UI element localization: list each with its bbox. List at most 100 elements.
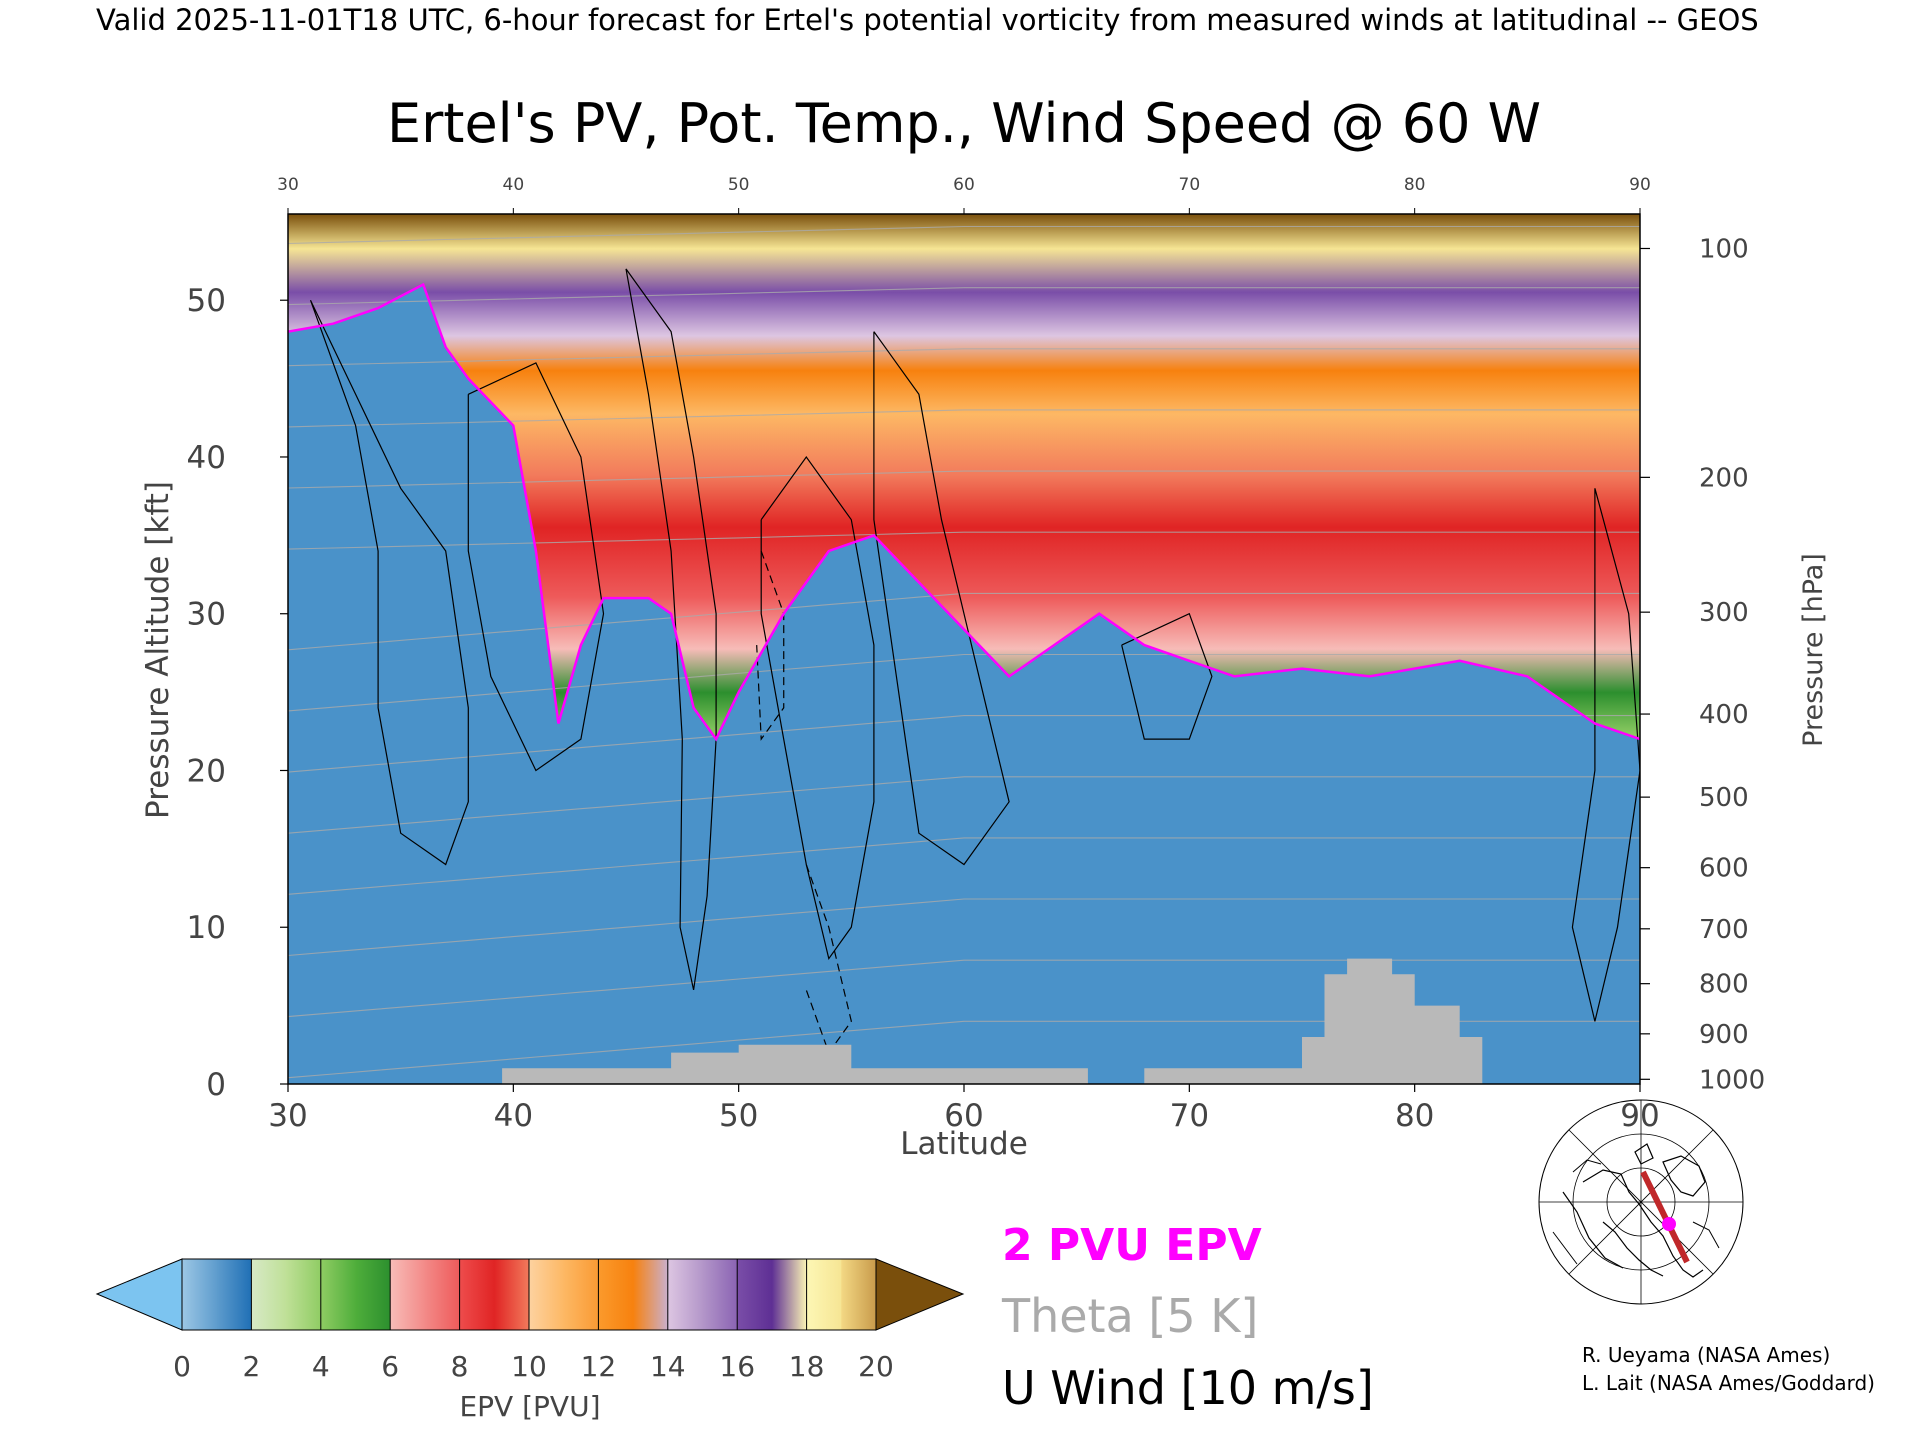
colorbar-tick-label: 4 [312, 1350, 330, 1383]
legend-epv: 2 PVU EPV [1002, 1220, 1262, 1271]
colorbar-bin [216, 1259, 252, 1330]
legend: 2 PVU EPV Theta [5 K] U Wind [10 m/s] [1001, 1220, 1374, 1415]
y-tick-label: 20 [187, 753, 226, 789]
colorbar-bin [320, 1259, 356, 1330]
pressure-tick-label: 700 [1699, 915, 1749, 945]
colorbar-bin [841, 1259, 877, 1330]
pressure-tick-label: 900 [1699, 1020, 1749, 1050]
colorbar-bin [494, 1259, 530, 1330]
colorbar-bin [598, 1259, 634, 1330]
x-axis: 30 40 50 60 70 80 90 [268, 1084, 1660, 1134]
credit-line-1: R. Ueyama (NASA Ames) [1582, 1343, 1830, 1367]
colorbar-tick-label: 6 [381, 1350, 399, 1383]
colorbar-tick-label: 14 [650, 1350, 686, 1383]
legend-theta: Theta [5 K] [1001, 1289, 1258, 1343]
x-top-tick-label: 70 [1179, 175, 1201, 195]
valid-time-header: Valid 2025-11-01T18 UTC, 6-hour forecast… [96, 3, 1759, 37]
x-top-tick-label: 90 [1629, 175, 1651, 195]
colorbar-bin [251, 1259, 287, 1330]
pressure-tick-label: 400 [1699, 700, 1749, 730]
colorbar-tick-label: 2 [242, 1350, 260, 1383]
y-tick-label: 40 [187, 440, 226, 476]
u-wind-contour [873, 331, 1010, 866]
x-top-tick-label: 80 [1404, 175, 1426, 195]
colorbar-bin [182, 1259, 218, 1330]
y-axis-label: Pressure Altitude [kft] [140, 481, 176, 819]
theta-contour [288, 225, 1640, 245]
x-tick-label: 50 [719, 1098, 758, 1134]
troposphere-field [288, 284, 1640, 1084]
u-wind-contour [309, 299, 469, 866]
colorbar-bin [806, 1259, 842, 1330]
y-tick-label: 50 [187, 283, 226, 319]
terrain-mask [502, 958, 1483, 1084]
theta-contour [288, 531, 1640, 550]
colorbar-bin [424, 1259, 461, 1330]
legend-wind: U Wind [10 m/s] [1002, 1361, 1374, 1415]
colorbar-tick-label: 12 [581, 1350, 617, 1383]
theta-contour [288, 776, 1640, 834]
pressure-tick-label: 800 [1699, 970, 1749, 1000]
y-tick-label: 10 [187, 910, 226, 946]
pressure-tick-label: 200 [1699, 463, 1749, 493]
inset-location-marker [1662, 1217, 1676, 1231]
u-wind-contours [309, 268, 1640, 1054]
theta-contour [288, 470, 1640, 489]
colorbar-frame [181, 1258, 877, 1331]
colorbar-bin [563, 1259, 599, 1330]
u-wind-contour [625, 268, 717, 991]
theta-contour [288, 959, 1640, 1018]
pressure-tick-label: 300 [1699, 598, 1749, 628]
colorbar-bin [702, 1259, 738, 1330]
pressure-tick-label: 1000 [1699, 1065, 1765, 1095]
x-top-tick-label: 40 [503, 175, 525, 195]
colorbar-bin [459, 1259, 495, 1330]
y2-axis-label: Pressure [hPa] [1798, 553, 1829, 747]
theta-contour [288, 837, 1640, 895]
pressure-tick-label: 500 [1699, 783, 1749, 813]
colorbar-bins [182, 1259, 877, 1330]
y-axis-left: 0 10 20 30 40 50 [187, 283, 288, 1103]
y-tick-label: 30 [187, 597, 226, 633]
x-tick-label: 40 [494, 1098, 533, 1134]
colorbar-tick-label: 8 [451, 1350, 469, 1383]
colorbar-bin [667, 1259, 703, 1330]
x-axis-label: Latitude [900, 1126, 1028, 1162]
x-tick-label: 30 [268, 1098, 307, 1134]
plot-area: 30 40 50 60 70 80 90 30 40 50 60 70 80 90 0 10 20 30 40 5… [187, 175, 1766, 1134]
colorbar-over-arrow [875, 1258, 965, 1331]
x-top-tick-label: 60 [953, 175, 975, 195]
colorbar-under-arrow [95, 1258, 183, 1331]
colorbar-tick-label: 0 [173, 1350, 191, 1383]
colorbar-bin [286, 1259, 322, 1330]
theta-contour [288, 348, 1640, 367]
x-tick-label: 70 [1170, 1098, 1209, 1134]
epv-2pvu-contour [288, 282, 1640, 742]
theta-contour [288, 287, 1640, 306]
y-axis-right-pressure: 100 200 300 400 500 600 700 800 900 1000 [1640, 234, 1765, 1095]
colorbar-label: EPV [PVU] [459, 1390, 600, 1423]
colorbar-bin [355, 1259, 391, 1330]
pressure-tick-label: 100 [1699, 234, 1749, 264]
colorbar-ticks: 0 2 4 6 8 10 12 14 16 18 20 [173, 1258, 894, 1383]
x-top-tick-label: 30 [277, 175, 299, 195]
colorbar: 0 2 4 6 8 10 12 14 16 18 20 EPV [PVU] [95, 1258, 965, 1423]
theta-contour [288, 1020, 1640, 1079]
u-wind-contour [1121, 612, 1213, 740]
x-tick-label: 60 [944, 1098, 983, 1134]
colorbar-tick-label: 10 [511, 1350, 547, 1383]
x-top-tick-label: 50 [728, 175, 750, 195]
chart-title: Ertel's PV, Pot. Temp., Wind Speed @ 60 … [387, 92, 1541, 155]
x-axis-top: 30 40 50 60 70 80 90 [277, 175, 1651, 214]
pressure-tick-label: 600 [1699, 854, 1749, 884]
colorbar-bin [737, 1259, 773, 1330]
x-tick-label: 80 [1395, 1098, 1434, 1134]
colorbar-bin [390, 1259, 426, 1330]
theta-contour [288, 409, 1640, 428]
credit-line-2: L. Lait (NASA Ames/Goddard) [1582, 1371, 1875, 1395]
inset-track [1640, 1170, 1690, 1264]
colorbar-bin [633, 1259, 669, 1330]
location-inset-map [1538, 1099, 1744, 1305]
